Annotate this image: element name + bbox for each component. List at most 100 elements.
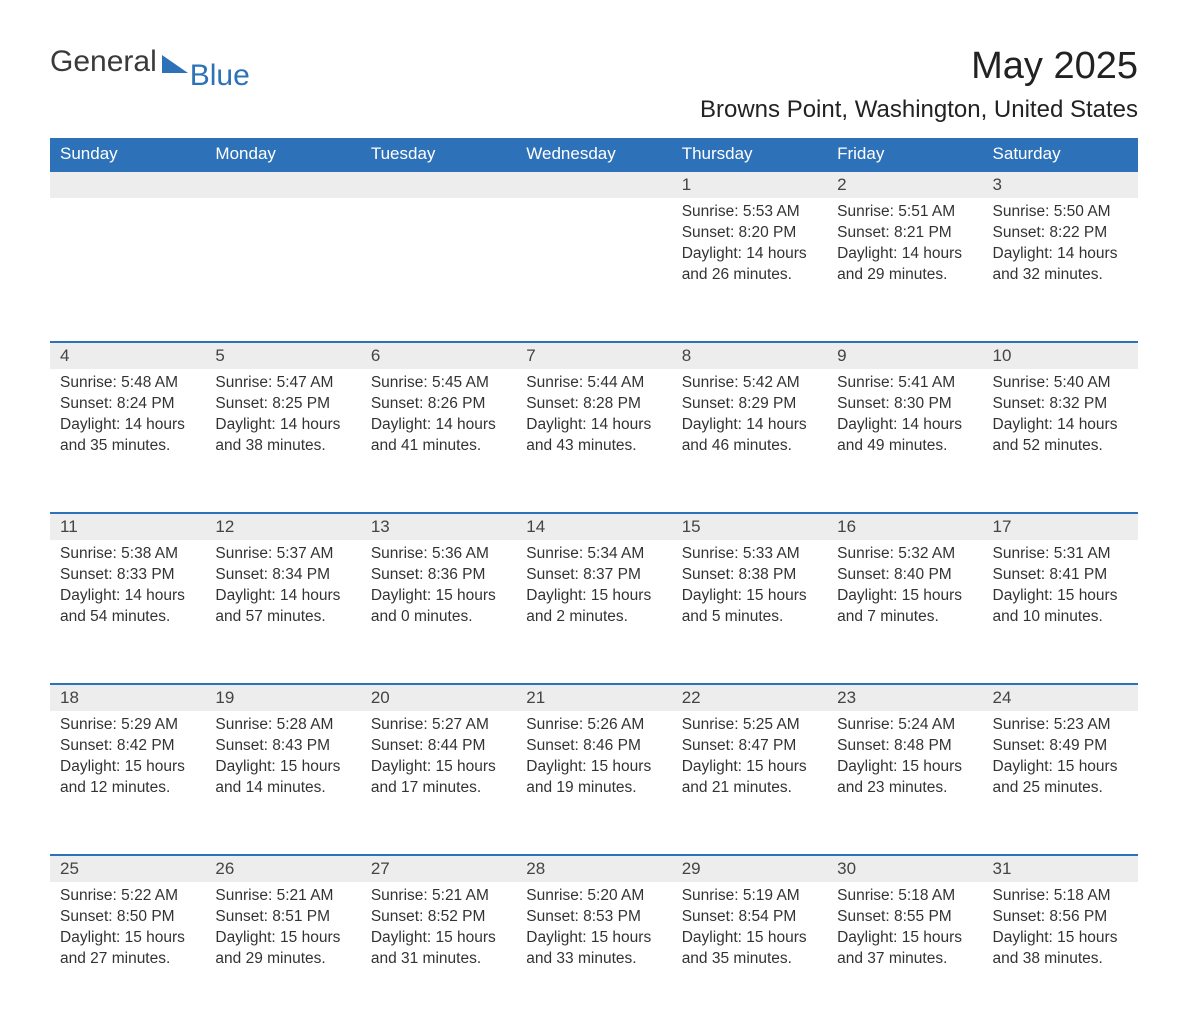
sunrise-text: Sunrise: 5:19 AM	[682, 886, 817, 907]
day-header: Tuesday	[361, 138, 516, 171]
spacer-row	[50, 843, 1138, 855]
sunrise-text: Sunrise: 5:21 AM	[371, 886, 506, 907]
day-content-cell: Sunrise: 5:50 AMSunset: 8:22 PMDaylight:…	[983, 198, 1138, 330]
day-content-cell: Sunrise: 5:24 AMSunset: 8:48 PMDaylight:…	[827, 711, 982, 843]
day-number-cell: 30	[827, 855, 982, 882]
day-number-cell: 29	[672, 855, 827, 882]
day-number-cell: 9	[827, 342, 982, 369]
day-number-cell	[205, 171, 360, 198]
daylight-text: Daylight: 15 hours and 29 minutes.	[215, 928, 350, 970]
day-number-cell: 6	[361, 342, 516, 369]
day-number: 17	[993, 517, 1012, 536]
sunset-text: Sunset: 8:48 PM	[837, 736, 972, 757]
day-number: 24	[993, 688, 1012, 707]
day-content-cell: Sunrise: 5:18 AMSunset: 8:55 PMDaylight:…	[827, 882, 982, 1014]
day-header: Friday	[827, 138, 982, 171]
sunrise-text: Sunrise: 5:25 AM	[682, 715, 817, 736]
logo-accent-text: Blue	[190, 59, 250, 93]
sunset-text: Sunset: 8:47 PM	[682, 736, 817, 757]
day-content-cell: Sunrise: 5:31 AMSunset: 8:41 PMDaylight:…	[983, 540, 1138, 672]
day-number: 12	[215, 517, 234, 536]
day-content-cell: Sunrise: 5:25 AMSunset: 8:47 PMDaylight:…	[672, 711, 827, 843]
sunrise-text: Sunrise: 5:38 AM	[60, 544, 195, 565]
daylight-text: Daylight: 14 hours and 41 minutes.	[371, 415, 506, 457]
day-number-cell: 23	[827, 684, 982, 711]
sunset-text: Sunset: 8:41 PM	[993, 565, 1128, 586]
sunrise-text: Sunrise: 5:50 AM	[993, 202, 1128, 223]
day-number-cell: 15	[672, 513, 827, 540]
daylight-text: Daylight: 15 hours and 27 minutes.	[60, 928, 195, 970]
day-number: 18	[60, 688, 79, 707]
day-content-cell: Sunrise: 5:28 AMSunset: 8:43 PMDaylight:…	[205, 711, 360, 843]
sunset-text: Sunset: 8:21 PM	[837, 223, 972, 244]
day-content-cell: Sunrise: 5:21 AMSunset: 8:51 PMDaylight:…	[205, 882, 360, 1014]
day-content-cell: Sunrise: 5:26 AMSunset: 8:46 PMDaylight:…	[516, 711, 671, 843]
logo: General Blue	[50, 45, 250, 79]
sunrise-text: Sunrise: 5:24 AM	[837, 715, 972, 736]
daylight-text: Daylight: 15 hours and 33 minutes.	[526, 928, 661, 970]
sunrise-text: Sunrise: 5:41 AM	[837, 373, 972, 394]
sunset-text: Sunset: 8:28 PM	[526, 394, 661, 415]
sunrise-text: Sunrise: 5:44 AM	[526, 373, 661, 394]
daylight-text: Daylight: 15 hours and 37 minutes.	[837, 928, 972, 970]
week-number-row: 25262728293031	[50, 855, 1138, 882]
day-content-cell: Sunrise: 5:40 AMSunset: 8:32 PMDaylight:…	[983, 369, 1138, 501]
day-number: 11	[60, 517, 78, 536]
day-number: 16	[837, 517, 856, 536]
day-header: Sunday	[50, 138, 205, 171]
day-content-cell: Sunrise: 5:44 AMSunset: 8:28 PMDaylight:…	[516, 369, 671, 501]
location-subtitle: Browns Point, Washington, United States	[50, 96, 1138, 124]
day-number: 19	[215, 688, 234, 707]
day-content-cell: Sunrise: 5:27 AMSunset: 8:44 PMDaylight:…	[361, 711, 516, 843]
day-number: 2	[837, 175, 846, 194]
day-number-cell: 26	[205, 855, 360, 882]
day-content-cell: Sunrise: 5:41 AMSunset: 8:30 PMDaylight:…	[827, 369, 982, 501]
day-number: 7	[526, 346, 535, 365]
sunset-text: Sunset: 8:38 PM	[682, 565, 817, 586]
daylight-text: Daylight: 15 hours and 25 minutes.	[993, 757, 1128, 799]
day-content-cell: Sunrise: 5:18 AMSunset: 8:56 PMDaylight:…	[983, 882, 1138, 1014]
daylight-text: Daylight: 14 hours and 43 minutes.	[526, 415, 661, 457]
daylight-text: Daylight: 15 hours and 31 minutes.	[371, 928, 506, 970]
sunrise-text: Sunrise: 5:23 AM	[993, 715, 1128, 736]
sunset-text: Sunset: 8:55 PM	[837, 907, 972, 928]
day-number-cell: 21	[516, 684, 671, 711]
day-content-cell: Sunrise: 5:36 AMSunset: 8:36 PMDaylight:…	[361, 540, 516, 672]
day-content-cell: Sunrise: 5:19 AMSunset: 8:54 PMDaylight:…	[672, 882, 827, 1014]
day-content-cell	[50, 198, 205, 330]
day-header: Saturday	[983, 138, 1138, 171]
day-number-cell: 25	[50, 855, 205, 882]
daylight-text: Daylight: 15 hours and 10 minutes.	[993, 586, 1128, 628]
day-number: 5	[215, 346, 224, 365]
sunset-text: Sunset: 8:22 PM	[993, 223, 1128, 244]
sunset-text: Sunset: 8:42 PM	[60, 736, 195, 757]
day-header: Monday	[205, 138, 360, 171]
spacer-row	[50, 330, 1138, 342]
day-number: 21	[526, 688, 545, 707]
day-content-cell: Sunrise: 5:20 AMSunset: 8:53 PMDaylight:…	[516, 882, 671, 1014]
day-number-cell	[361, 171, 516, 198]
sunrise-text: Sunrise: 5:37 AM	[215, 544, 350, 565]
day-number-cell: 16	[827, 513, 982, 540]
sunset-text: Sunset: 8:44 PM	[371, 736, 506, 757]
sunset-text: Sunset: 8:24 PM	[60, 394, 195, 415]
day-content-cell: Sunrise: 5:48 AMSunset: 8:24 PMDaylight:…	[50, 369, 205, 501]
sunset-text: Sunset: 8:29 PM	[682, 394, 817, 415]
day-number-cell: 24	[983, 684, 1138, 711]
daylight-text: Daylight: 14 hours and 29 minutes.	[837, 244, 972, 286]
sunset-text: Sunset: 8:52 PM	[371, 907, 506, 928]
day-number: 8	[682, 346, 691, 365]
week-number-row: 11121314151617	[50, 513, 1138, 540]
daylight-text: Daylight: 15 hours and 2 minutes.	[526, 586, 661, 628]
daylight-text: Daylight: 14 hours and 32 minutes.	[993, 244, 1128, 286]
day-number: 29	[682, 859, 701, 878]
daylight-text: Daylight: 14 hours and 57 minutes.	[215, 586, 350, 628]
day-content-cell	[516, 198, 671, 330]
day-number: 26	[215, 859, 234, 878]
sunrise-text: Sunrise: 5:51 AM	[837, 202, 972, 223]
sunrise-text: Sunrise: 5:22 AM	[60, 886, 195, 907]
day-number-cell: 18	[50, 684, 205, 711]
day-number-cell	[516, 171, 671, 198]
daylight-text: Daylight: 14 hours and 35 minutes.	[60, 415, 195, 457]
week-content-row: Sunrise: 5:53 AMSunset: 8:20 PMDaylight:…	[50, 198, 1138, 330]
